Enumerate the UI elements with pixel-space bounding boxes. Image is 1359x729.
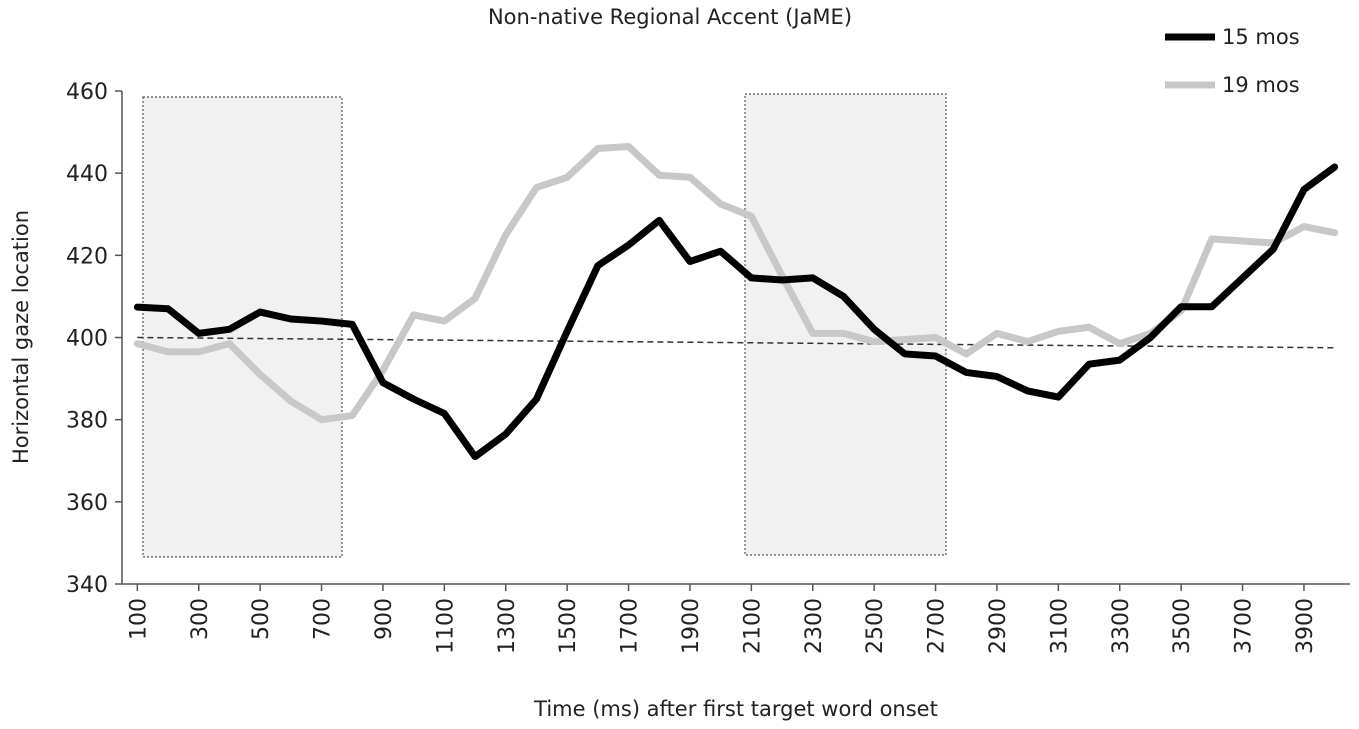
legend-label: 15 mos <box>1222 25 1300 49</box>
x-tick-label: 2100 <box>740 598 765 654</box>
x-tick-label: 3500 <box>1170 598 1195 654</box>
x-tick-label: 1300 <box>495 598 520 654</box>
x-tick-label: 900 <box>372 598 397 640</box>
y-tick-label: 460 <box>66 80 108 105</box>
y-tick-label: 380 <box>66 409 108 434</box>
x-tick-label: 1900 <box>679 598 704 654</box>
x-tick-label: 2700 <box>925 598 950 654</box>
x-tick-label: 300 <box>188 598 213 640</box>
x-tick-label: 500 <box>249 598 274 640</box>
highlight-window <box>142 96 343 558</box>
x-tick-label: 1100 <box>433 598 458 654</box>
x-tick-label: 1700 <box>618 598 643 654</box>
series-line <box>133 142 1339 424</box>
x-tick-label: 2300 <box>802 598 827 654</box>
y-tick-label: 400 <box>66 327 108 352</box>
y-tick-label: 440 <box>66 162 108 187</box>
x-tick-label: 3900 <box>1293 598 1318 654</box>
x-tick-label: 700 <box>311 598 336 640</box>
x-tick-label: 2900 <box>986 598 1011 654</box>
y-tick-label: 340 <box>66 573 108 598</box>
y-axis-label: Horizontal gaze location <box>9 210 33 464</box>
y-tick-label: 360 <box>66 491 108 516</box>
y-tick-label: 420 <box>66 244 108 269</box>
legend-label: 19 mos <box>1222 73 1300 97</box>
x-axis-label: Time (ms) after first target word onset <box>533 697 938 721</box>
x-tick-label: 100 <box>126 598 151 640</box>
x-tick-label: 3100 <box>1047 598 1072 654</box>
x-tick-label: 3300 <box>1109 598 1134 654</box>
chart-title: Non-native Regional Accent (JaME) <box>488 5 852 29</box>
x-tick-label: 3700 <box>1232 598 1257 654</box>
series-line <box>133 163 1339 461</box>
x-tick-label: 1500 <box>556 598 581 654</box>
highlight-window <box>744 93 947 556</box>
x-tick-label: 2500 <box>863 598 888 654</box>
